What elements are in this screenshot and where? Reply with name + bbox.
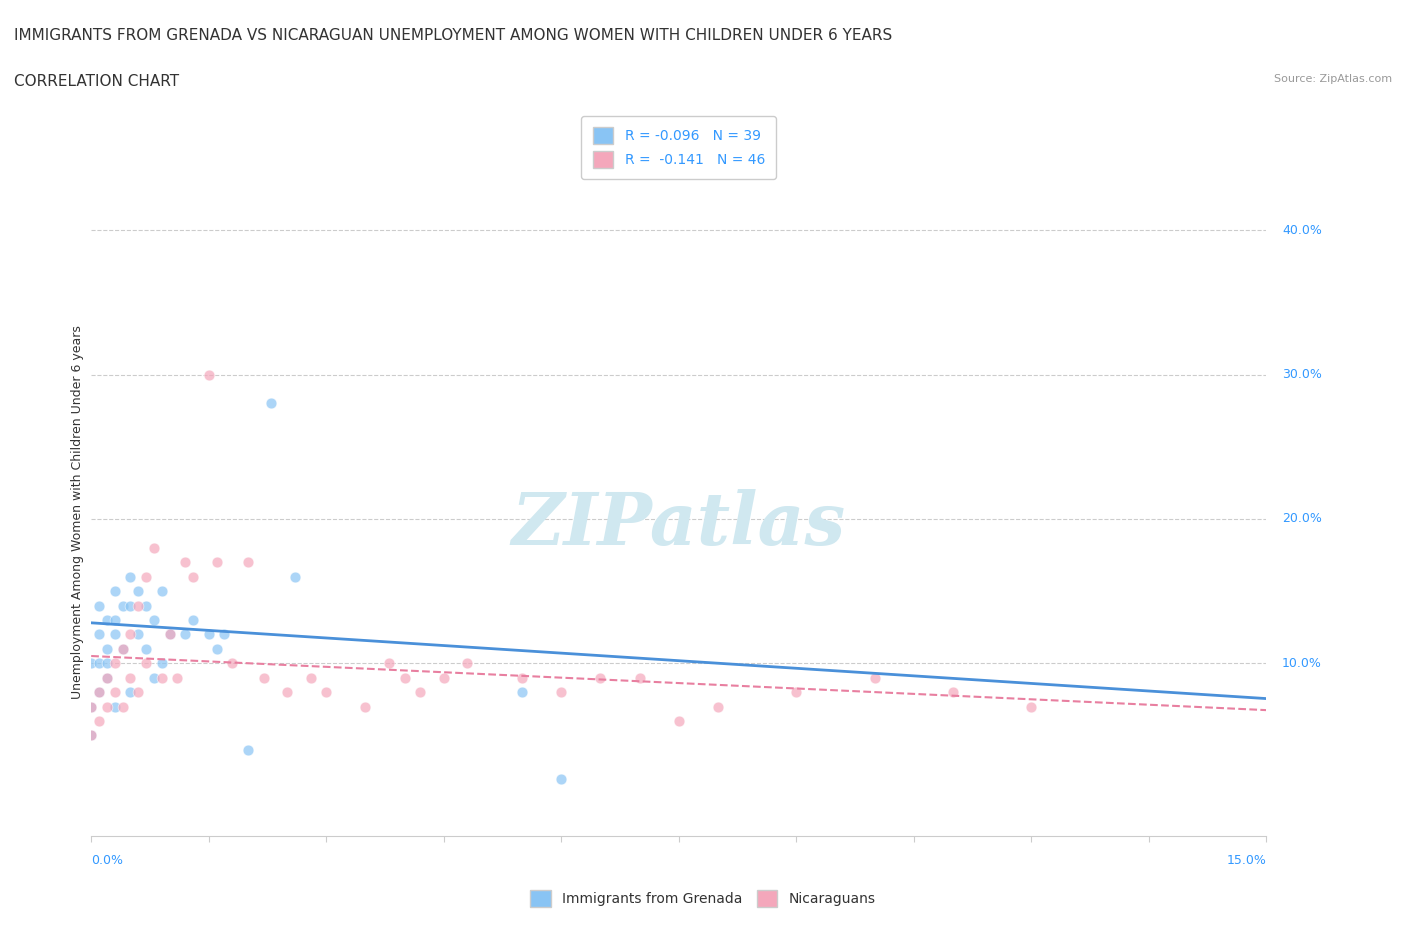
Point (96, 656, 118, 671)
Point (550, 771, 572, 786)
Point (1019, 699, 1042, 714)
Point (96, 613, 118, 628)
Text: IMMIGRANTS FROM GRENADA VS NICARAGUAN UNEMPLOYMENT AMONG WOMEN WITH CHILDREN UND: IMMIGRANTS FROM GRENADA VS NICARAGUAN UN… (14, 28, 893, 43)
Point (104, 584, 127, 599)
Y-axis label: Unemployment Among Women with Children Under 6 years: Unemployment Among Women with Children U… (72, 325, 84, 698)
Point (127, 684, 149, 699)
Point (221, 656, 243, 671)
Legend: Immigrants from Grenada, Nicaraguans: Immigrants from Grenada, Nicaraguans (523, 883, 883, 914)
Point (127, 598, 149, 613)
Point (87, 713, 110, 728)
Point (510, 684, 533, 699)
Point (127, 627, 149, 642)
Point (150, 671, 173, 685)
Point (276, 684, 298, 699)
Point (236, 555, 259, 570)
Point (135, 642, 157, 657)
Point (111, 642, 134, 657)
Text: 0.0%: 0.0% (91, 854, 124, 867)
Point (299, 671, 322, 685)
Legend: R = -0.096   N = 39, R =  -0.141   N = 46: R = -0.096 N = 39, R = -0.141 N = 46 (582, 116, 776, 179)
Point (181, 613, 204, 628)
Text: 20.0%: 20.0% (1282, 512, 1322, 525)
Point (87, 656, 110, 671)
Point (111, 598, 134, 613)
Point (135, 598, 157, 613)
Point (260, 396, 283, 411)
Point (127, 584, 149, 599)
Point (628, 671, 651, 685)
Point (707, 699, 730, 714)
Point (120, 569, 142, 584)
Point (96, 671, 118, 685)
Point (120, 684, 142, 699)
Point (197, 367, 219, 382)
Point (87, 598, 110, 613)
Point (142, 540, 165, 555)
Text: 40.0%: 40.0% (1282, 224, 1322, 237)
Point (80, 699, 103, 714)
Point (942, 684, 965, 699)
Point (863, 671, 886, 685)
Point (96, 642, 118, 657)
Point (96, 699, 118, 714)
Point (174, 555, 197, 570)
Point (150, 656, 173, 671)
Point (236, 742, 259, 757)
Point (87, 627, 110, 642)
Point (150, 584, 173, 599)
Text: 15.0%: 15.0% (1226, 854, 1267, 867)
Text: ZIPatlas: ZIPatlas (512, 489, 846, 560)
Point (252, 671, 274, 685)
Point (120, 598, 142, 613)
Point (87, 684, 110, 699)
Point (174, 627, 197, 642)
Point (197, 627, 219, 642)
Point (96, 671, 118, 685)
Point (159, 627, 181, 642)
Point (284, 569, 307, 584)
Point (785, 684, 807, 699)
Point (394, 671, 416, 685)
Point (550, 684, 572, 699)
Point (668, 713, 690, 728)
Text: Source: ZipAtlas.com: Source: ZipAtlas.com (1274, 74, 1392, 85)
Point (120, 627, 142, 642)
Point (80, 699, 103, 714)
Point (104, 684, 127, 699)
Point (315, 684, 337, 699)
Text: 10.0%: 10.0% (1282, 657, 1322, 670)
Point (378, 656, 401, 671)
Point (80, 728, 103, 743)
Point (142, 613, 165, 628)
Point (205, 555, 228, 570)
Point (104, 627, 127, 642)
Point (142, 671, 165, 685)
Point (87, 684, 110, 699)
Point (166, 671, 188, 685)
Point (80, 728, 103, 743)
Point (433, 671, 456, 685)
Point (159, 627, 181, 642)
Point (409, 684, 432, 699)
Point (214, 627, 236, 642)
Point (181, 569, 204, 584)
Point (456, 656, 478, 671)
Point (120, 671, 142, 685)
Point (135, 656, 157, 671)
Point (111, 642, 134, 657)
Text: CORRELATION CHART: CORRELATION CHART (14, 74, 179, 89)
Text: 30.0%: 30.0% (1282, 368, 1322, 381)
Point (205, 642, 228, 657)
Point (135, 569, 157, 584)
Point (111, 699, 134, 714)
Point (589, 671, 612, 685)
Point (104, 656, 127, 671)
Point (104, 699, 127, 714)
Point (510, 671, 533, 685)
Point (354, 699, 377, 714)
Point (104, 613, 127, 628)
Point (80, 656, 103, 671)
